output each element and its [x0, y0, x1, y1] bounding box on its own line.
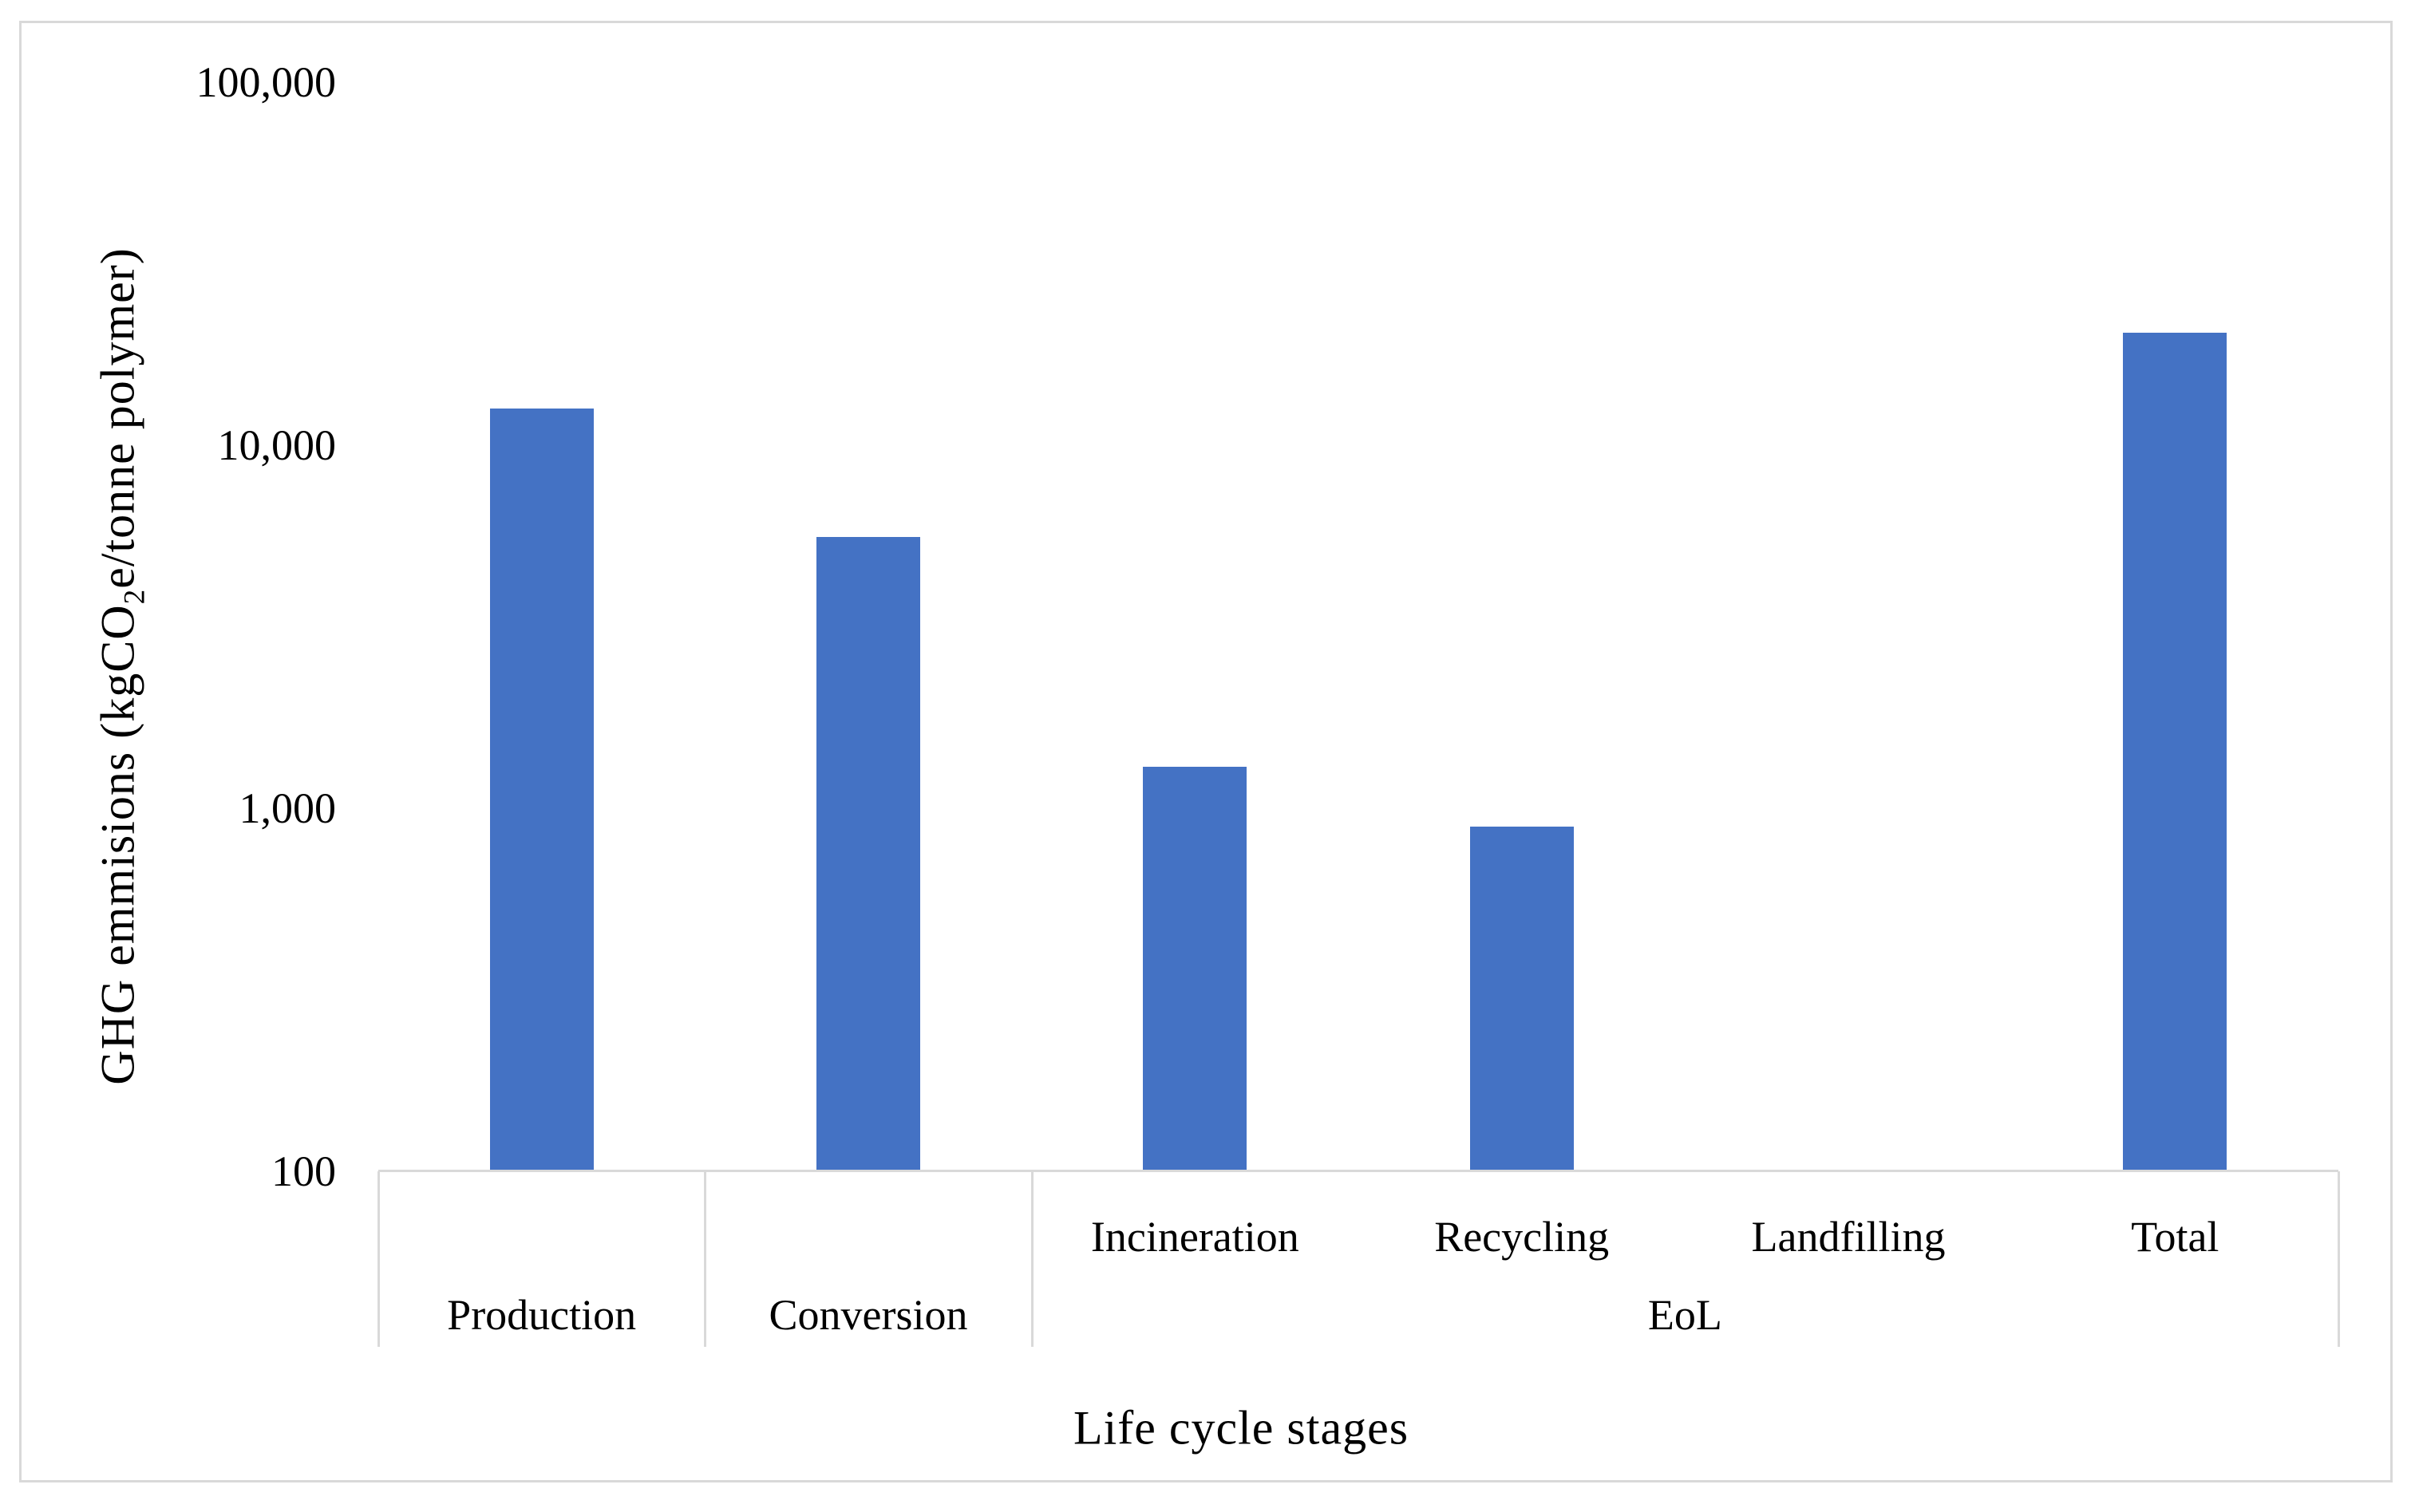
category-label-recycling: Recycling	[1434, 1213, 1610, 1261]
group-label-conversion: Conversion	[769, 1291, 968, 1339]
group-label-eol: EoL	[1647, 1291, 1722, 1339]
y-axis-title-subscript: 2	[118, 588, 152, 605]
y-axis-title: GHG emmisions (kgCO2e/tonne polymer)	[91, 247, 152, 1085]
chart-border	[19, 21, 2393, 1482]
category-separator-1	[704, 1171, 707, 1347]
bar-conversion	[816, 536, 920, 1171]
y-axis-tick-label-100-000: 100,000	[196, 58, 337, 106]
y-axis-tick-label-10-000: 10,000	[217, 421, 337, 469]
category-separator-3	[2338, 1171, 2340, 1347]
y-axis-title-text-post: e/tonne polymer)	[91, 247, 144, 589]
category-label-landfilling: Landfilling	[1751, 1213, 1946, 1261]
category-separator-2	[1030, 1171, 1034, 1347]
bar-total	[2123, 333, 2227, 1171]
x-axis-line	[378, 1170, 2338, 1172]
bar-recycling	[1469, 827, 1574, 1171]
y-axis-tick-label-1-000: 1,000	[239, 784, 337, 832]
bar-incineration	[1143, 767, 1247, 1171]
bar-production	[489, 409, 594, 1171]
category-label-total: Total	[2131, 1213, 2219, 1261]
y-axis-tick-label-100: 100	[271, 1147, 336, 1195]
category-label-incineration: Incineration	[1090, 1213, 1299, 1261]
group-label-production: Production	[447, 1291, 637, 1339]
category-separator-0	[377, 1171, 380, 1347]
x-axis-title: Life cycle stages	[1073, 1401, 1409, 1455]
y-axis-title-text-pre: GHG emmisions (kgCO	[91, 604, 144, 1085]
